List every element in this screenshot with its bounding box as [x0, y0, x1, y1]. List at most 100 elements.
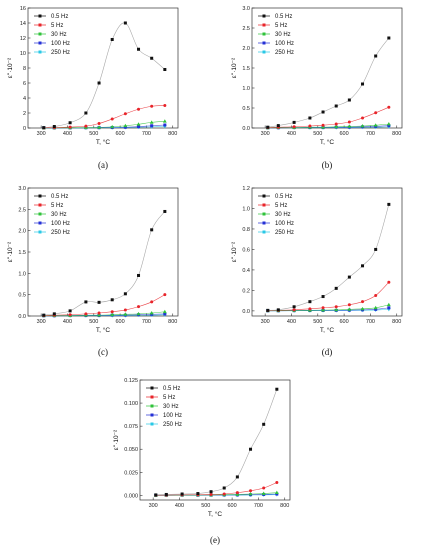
data-point [97, 81, 101, 85]
y-tick-label: 2.5 [18, 207, 26, 213]
legend-entry: 100 Hz [275, 41, 294, 47]
x-axis-label: T, °C [320, 326, 334, 334]
data-point [374, 294, 378, 298]
legend-marker [38, 41, 42, 45]
series-line [43, 294, 165, 316]
data-point [123, 112, 127, 116]
y-tick-label: 0.050 [124, 447, 138, 453]
series-line [267, 204, 390, 311]
data-point [266, 125, 270, 129]
legend-marker [262, 41, 266, 45]
data-point [274, 490, 279, 495]
legend-entry: 30 Hz [51, 212, 67, 218]
data-point [180, 492, 184, 496]
plot-frame [251, 187, 403, 317]
panel-label: (a) [98, 160, 108, 170]
data-point [163, 68, 167, 71]
data-point [266, 308, 270, 312]
data-point [209, 492, 213, 496]
legend-entry: 0.5 Hz [51, 194, 68, 200]
legend: 0.5 Hz 5 Hz 30 Hz 100 Hz 250 Hz [34, 14, 70, 56]
data-point [361, 300, 365, 304]
data-point [163, 209, 167, 213]
data-point [249, 489, 253, 493]
y-tick-label: 0.8 [242, 227, 250, 233]
data-point [163, 312, 167, 316]
legend-marker [262, 203, 266, 207]
data-point [150, 56, 154, 60]
legend: 0.5 Hz 5 Hz 30 Hz 100 Hz 250 Hz [258, 194, 294, 236]
y-tick-label: 1.0 [242, 86, 250, 92]
x-tick-label: 500 [89, 131, 98, 137]
data-point [52, 312, 56, 316]
data-point [360, 306, 365, 311]
y-tick-label: 0.075 [124, 424, 138, 430]
data-point [334, 124, 339, 129]
data-point [154, 493, 158, 497]
data-point [321, 306, 325, 310]
data-point [68, 309, 72, 313]
x-tick-label: 800 [392, 131, 401, 137]
x-tick-label: 600 [116, 131, 125, 137]
x-axis-label: T, °C [320, 138, 334, 146]
x-tick-label: 300 [149, 503, 158, 509]
legend-marker [262, 230, 266, 234]
data-point [361, 264, 365, 268]
data-point [374, 111, 378, 115]
series-line [43, 120, 165, 129]
y-tick-label: 2.0 [242, 46, 250, 52]
data-point [374, 307, 378, 311]
y-axis-label: ε''·10⁻² [231, 57, 238, 78]
data-point [374, 247, 378, 251]
x-tick-label: 300 [37, 131, 46, 137]
data-point [387, 280, 391, 284]
data-point [162, 119, 167, 123]
y-tick-label: 1.5 [18, 250, 26, 256]
legend: 0.5 Hz 5 Hz 30 Hz 100 Hz 250 Hz [258, 14, 294, 56]
y-tick-label: 3.0 [18, 186, 26, 192]
data-point [110, 312, 115, 317]
legend-entry: 5 Hz [275, 203, 287, 209]
chart-panel-b: 300 400 500 600 700 800 0.0 0.5 1.0 1.5 2.0 2.5 3.0 T… [231, 6, 403, 170]
data-point [150, 300, 154, 304]
legend: 0.5 Hz 5 Hz 30 Hz 100 Hz 250 Hz [146, 386, 182, 428]
y-tick-label: 6 [23, 81, 26, 87]
data-point [137, 107, 141, 111]
series-line [43, 311, 165, 317]
y-tick-label: 10 [20, 51, 26, 57]
x-tick-label: 500 [89, 319, 98, 325]
series-line [267, 123, 389, 129]
legend-marker [38, 212, 42, 216]
data-point [347, 303, 351, 307]
y-tick-label: 16 [20, 6, 26, 12]
data-point [275, 480, 279, 484]
data-point [222, 486, 226, 490]
data-point [196, 492, 200, 496]
data-point [387, 105, 391, 109]
data-point [163, 104, 167, 107]
x-tick-label: 600 [340, 319, 349, 325]
series-line [155, 482, 277, 496]
data-point [361, 116, 365, 120]
legend-entry: 30 Hz [275, 32, 291, 38]
data-point [347, 307, 352, 311]
x-tick-label: 700 [254, 503, 263, 509]
data-point [334, 305, 338, 309]
data-point [262, 422, 266, 426]
data-point [162, 309, 167, 314]
x-tick-label: 700 [142, 319, 151, 325]
data-point [137, 273, 141, 277]
legend-marker [150, 395, 154, 399]
x-tick-label: 300 [37, 319, 46, 325]
x-axis-label: T, °C [96, 138, 110, 146]
data-point [97, 300, 101, 304]
data-point [361, 82, 365, 86]
legend-entry: 250 Hz [275, 230, 294, 236]
x-tick-label: 700 [142, 131, 151, 137]
y-tick-label: 1.0 [18, 271, 26, 277]
legend-entry: 250 Hz [51, 50, 70, 56]
x-tick-label: 700 [366, 131, 375, 137]
data-point [308, 116, 312, 120]
data-point [123, 308, 127, 312]
chart-panel-c: 300 400 500 600 700 800 0.0 0.5 1.0 1.5 2.0 2.5 3.0 T… [7, 186, 179, 357]
